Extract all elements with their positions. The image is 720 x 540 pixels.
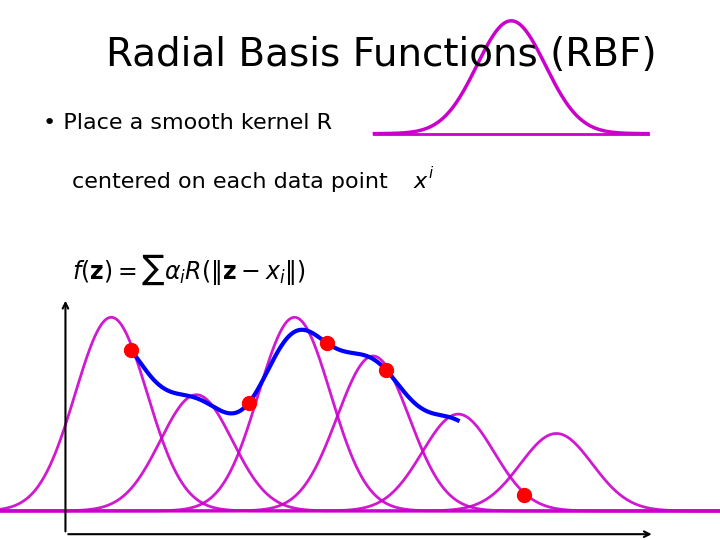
Text: $f(\mathbf{z}) = \sum \alpha_i R(\|\mathbf{z} - x_i\|)$: $f(\mathbf{z}) = \sum \alpha_i R(\|\math… [72, 252, 305, 287]
Text: Radial Basis Functions (RBF): Radial Basis Functions (RBF) [107, 36, 657, 73]
Text: x: x [414, 172, 427, 192]
Text: • Place a smooth kernel R: • Place a smooth kernel R [43, 113, 332, 133]
Text: centered on each data point: centered on each data point [72, 172, 395, 192]
Text: i: i [428, 166, 433, 181]
